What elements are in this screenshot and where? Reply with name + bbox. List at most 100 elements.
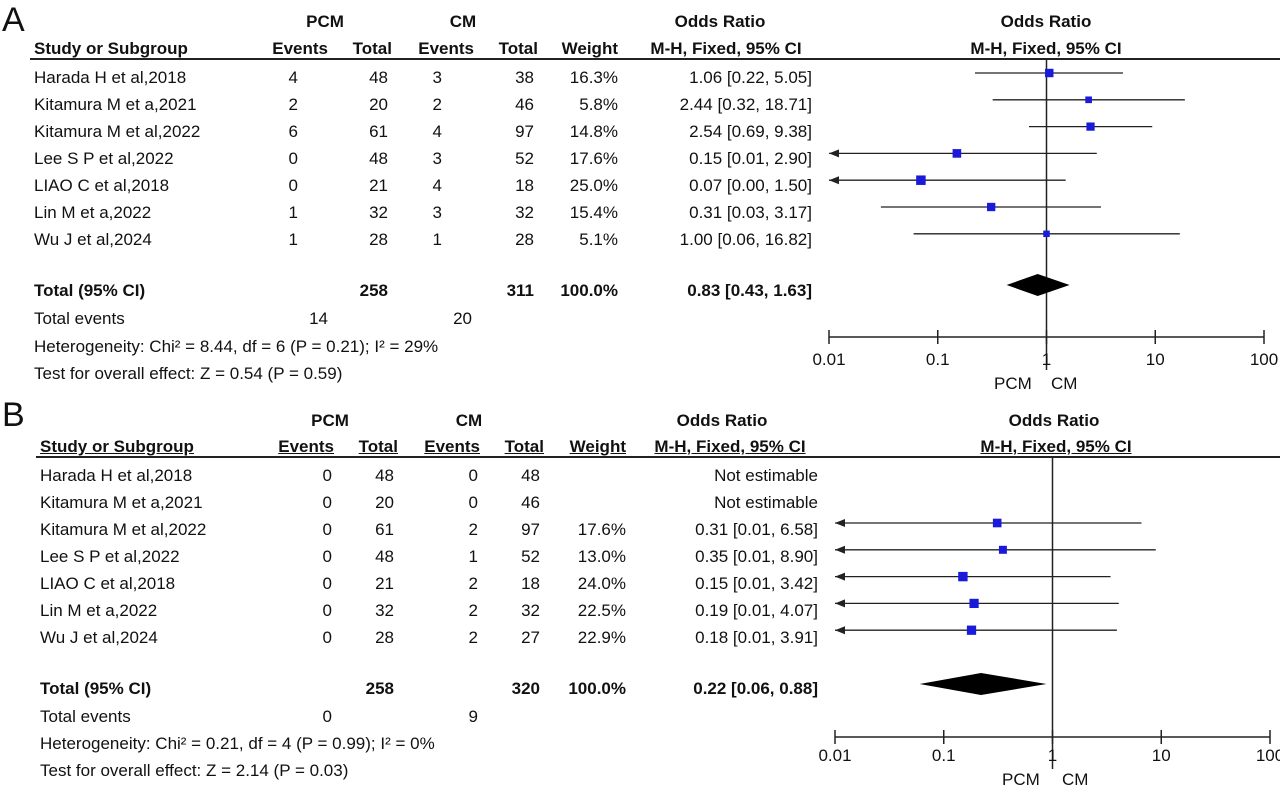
events1-header: Events	[278, 437, 334, 456]
favours-left-label: PCM	[994, 374, 1032, 393]
or-header-table: Odds Ratio	[674, 12, 766, 31]
events1-header: Events	[272, 39, 328, 58]
ci-cell: 0.19 [0.01, 4.07]	[695, 601, 818, 620]
total1-cell: 32	[369, 203, 388, 222]
x-tick-label: 0.01	[818, 746, 851, 765]
study-name: Lin M et a,2022	[40, 601, 158, 620]
overall-effect-text: Test for overall effect: Z = 2.14 (P = 0…	[40, 761, 349, 780]
total-label: Total (95% CI)	[34, 281, 146, 300]
ci-cell: 0.07 [0.00, 1.50]	[689, 176, 812, 195]
x-tick-label: 100	[1256, 746, 1280, 765]
total2-cell: 38	[515, 68, 534, 87]
events1-cell: 0	[288, 149, 298, 168]
events1-cell: 1	[288, 230, 298, 249]
total-events2: 20	[453, 309, 472, 328]
study-name: Wu J et al,2024	[40, 628, 158, 647]
total1-cell: 48	[369, 68, 388, 87]
total2-header: Total	[498, 39, 538, 58]
total1-cell: 20	[369, 95, 388, 114]
study-name: LIAO C et al,2018	[34, 176, 170, 195]
events2-cell: 3	[432, 68, 442, 87]
x-tick-label: 0.1	[926, 350, 950, 369]
ci-cell: 2.44 [0.32, 18.71]	[679, 95, 812, 114]
total2-cell: 32	[521, 601, 540, 620]
heterogeneity-text: Heterogeneity: Chi² = 0.21, df = 4 (P = …	[40, 734, 435, 753]
study-header: Study or Subgroup	[34, 39, 188, 58]
study-marker	[992, 518, 1002, 528]
total1-sum: 258	[365, 679, 394, 698]
x-tick-label: 10	[1146, 350, 1165, 369]
events2-header: Events	[424, 437, 480, 456]
x-tick-label: 0.01	[812, 350, 845, 369]
events1-cell: 0	[322, 601, 332, 620]
total-events1: 0	[322, 707, 332, 726]
total1-cell: 28	[369, 230, 388, 249]
ci-arrow	[835, 626, 845, 635]
total2-cell: 97	[521, 520, 540, 539]
weight-header: Weight	[561, 39, 618, 58]
events1-cell: 0	[322, 574, 332, 593]
favours-right-label: CM	[1062, 770, 1089, 789]
events1-cell: 0	[322, 466, 332, 485]
x-tick-label: 1	[1042, 350, 1051, 369]
total-ci: 0.22 [0.06, 0.88]	[693, 679, 818, 698]
events2-cell: 3	[432, 203, 442, 222]
events2-cell: 2	[432, 95, 442, 114]
total2-cell: 97	[515, 122, 534, 141]
study-name: Lin M et a,2022	[34, 203, 152, 222]
study-name: Lee S P et al,2022	[40, 547, 180, 566]
or-header-table: Odds Ratio	[676, 411, 768, 430]
events2-cell: 2	[468, 628, 478, 647]
study-marker	[1043, 230, 1050, 238]
total2-cell: 46	[515, 95, 534, 114]
total-events2: 9	[468, 707, 478, 726]
study-name: Kitamura M et a,2021	[40, 493, 203, 512]
events2-cell: 3	[432, 149, 442, 168]
ci-cell: 0.15 [0.01, 2.90]	[689, 149, 812, 168]
total1-sum: 258	[359, 281, 388, 300]
study-marker	[952, 149, 962, 158]
pooled-diamond	[919, 673, 1047, 695]
total-label: Total (95% CI)	[40, 679, 152, 698]
group2-header: CM	[449, 12, 477, 31]
forest-plot-a: 0.01 0.1 1 10 100	[812, 58, 1278, 370]
events1-cell: 0	[322, 547, 332, 566]
events2-cell: 1	[432, 230, 442, 249]
total2-cell: 27	[521, 628, 540, 647]
ci-header-table: M-H, Fixed, 95% CI	[650, 39, 802, 58]
group2-header: CM	[455, 411, 483, 430]
total1-header: Total	[358, 437, 398, 456]
study-marker	[966, 625, 977, 635]
total-events1: 14	[309, 309, 328, 328]
forest-plot-panel-a: A PCM CM Odds Ratio Odds Ratio Study or …	[0, 0, 1280, 395]
weight-cell: 15.4%	[569, 203, 618, 222]
events2-cell: 4	[432, 176, 442, 195]
total1-cell: 21	[375, 574, 394, 593]
total-weight: 100.0%	[560, 281, 618, 300]
or-header-plot: Odds Ratio	[1000, 12, 1092, 31]
events1-cell: 6	[288, 122, 298, 141]
ci-cell: Not estimable	[714, 466, 818, 485]
total2-cell: 18	[515, 176, 534, 195]
group1-header: PCM	[306, 12, 344, 31]
total2-cell: 32	[515, 203, 534, 222]
total2-sum: 311	[506, 281, 534, 300]
total2-cell: 52	[521, 547, 540, 566]
panel-label: B	[2, 396, 25, 434]
total1-cell: 28	[375, 628, 394, 647]
events1-cell: 0	[288, 176, 298, 195]
study-name: Kitamura M et al,2022	[40, 520, 207, 539]
total-weight: 100.0%	[568, 679, 626, 698]
study-marker	[1045, 68, 1054, 78]
events1-cell: 0	[322, 520, 332, 539]
total1-cell: 48	[369, 149, 388, 168]
events2-cell: 0	[468, 493, 478, 512]
ci-header-plot: M-H, Fixed, 95% CI	[970, 39, 1122, 58]
study-marker	[958, 571, 968, 582]
total1-cell: 48	[375, 547, 394, 566]
total1-header: Total	[352, 39, 392, 58]
panel-label: A	[2, 1, 25, 39]
ci-cell: 2.54 [0.69, 9.38]	[689, 122, 812, 141]
events2-cell: 4	[432, 122, 442, 141]
total2-header: Total	[504, 437, 544, 456]
